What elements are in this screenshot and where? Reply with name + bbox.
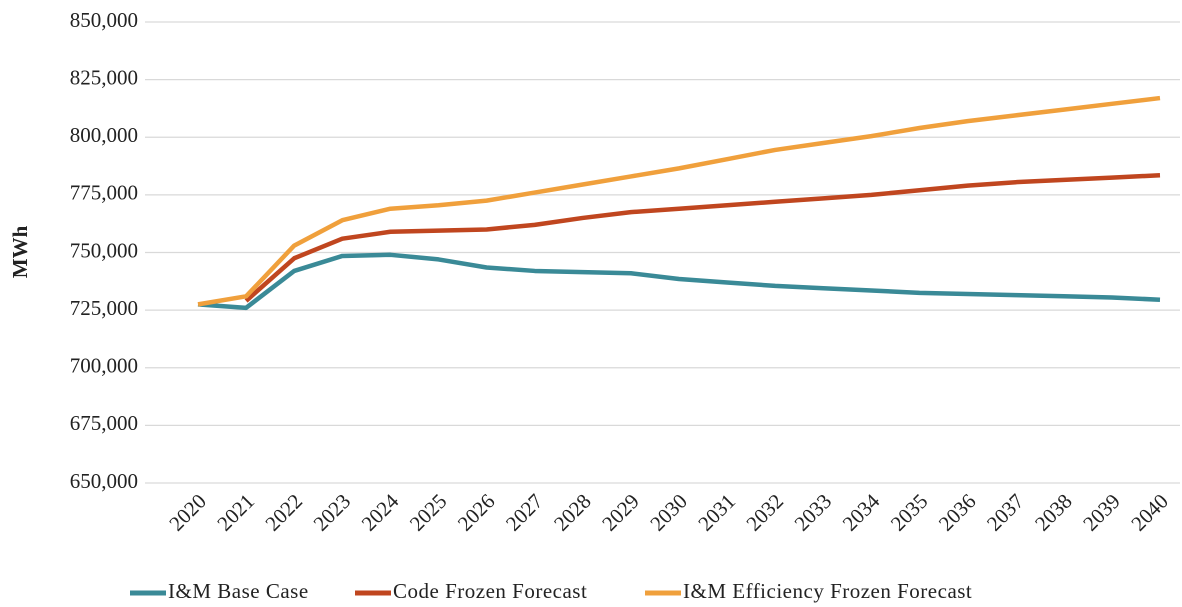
y-tick-label: 775,000	[70, 181, 138, 205]
x-tick-label: 2034	[838, 489, 885, 536]
y-tick-label: 825,000	[70, 65, 138, 89]
x-tick-label: 2022	[260, 489, 307, 536]
x-tick-label: 2029	[597, 489, 644, 536]
legend-label: I&M Base Case	[168, 579, 309, 603]
series-line	[197, 252, 1161, 311]
x-tick-label: 2037	[982, 489, 1029, 536]
x-tick-label: 2033	[790, 489, 837, 536]
x-tick-label: 2038	[1030, 489, 1077, 536]
x-tick-label: 2039	[1078, 489, 1125, 536]
y-axis-label: MWh	[8, 225, 32, 278]
y-tick-label: 650,000	[70, 469, 138, 493]
legend-label: Code Frozen Forecast	[393, 579, 587, 603]
x-tick-label: 2035	[886, 489, 933, 536]
x-tick-label: 2036	[934, 489, 981, 536]
x-tick-label: 2040	[1126, 489, 1173, 536]
x-tick-label: 2020	[164, 489, 211, 536]
x-tick-label: 2031	[693, 489, 740, 536]
x-tick-label: 2030	[645, 489, 692, 536]
x-tick-label: 2027	[501, 489, 548, 536]
y-tick-label: 850,000	[70, 8, 138, 32]
legend-label: I&M Efficiency Frozen Forecast	[683, 579, 972, 603]
y-tick-label: 700,000	[70, 354, 138, 378]
y-tick-label: 750,000	[70, 238, 138, 262]
x-tick-label: 2023	[309, 489, 356, 536]
y-tick-label: 800,000	[70, 123, 138, 147]
y-tick-label: 725,000	[70, 296, 138, 320]
x-tick-label: 2021	[212, 489, 259, 536]
x-tick-label: 2032	[741, 489, 788, 536]
series-line	[244, 173, 1161, 303]
series-line	[197, 95, 1161, 307]
x-tick-label: 2028	[549, 489, 596, 536]
x-tick-label: 2025	[405, 489, 452, 536]
x-tick-label: 2026	[453, 489, 500, 536]
y-tick-label: 675,000	[70, 411, 138, 435]
x-tick-label: 2024	[357, 489, 404, 536]
